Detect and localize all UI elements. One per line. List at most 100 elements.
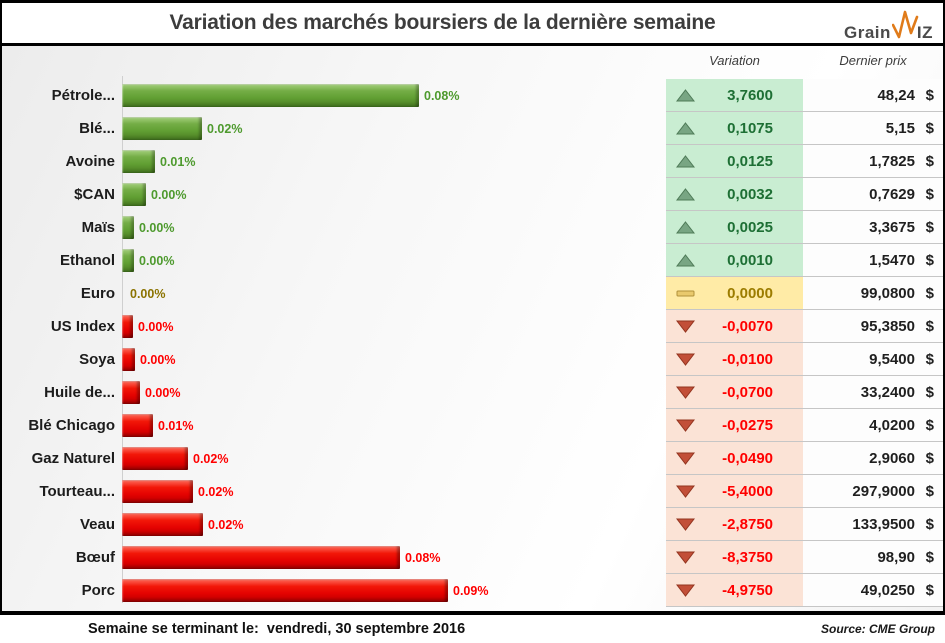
currency-label: $ [925,251,934,269]
price-cell: 297,9000 $ [803,475,943,508]
variation-cell: 0,1075 [666,112,803,145]
bar-cell: 0.08% [122,541,666,574]
bar-value-label: 0.09% [453,583,489,598]
footer: Semaine se terminant le: vendredi, 30 se… [0,615,945,643]
up-arrow-icon [676,253,695,266]
variation-value: 0,0025 [727,218,773,236]
table-row: Euro 0.00% 0,0000 99,0800 $ [2,277,943,310]
bar-value-label: 0.01% [160,154,196,169]
bar-up [122,183,146,206]
bar-cell: 0.00% [122,376,666,409]
category-label: Blé... [79,120,115,137]
category-label: Soya [79,351,115,368]
down-arrow-icon [676,353,695,366]
trend-icon-wrap [676,452,695,465]
bar-value-label: 0.08% [424,88,460,103]
down-arrow-icon [676,320,695,333]
source-label: Source: CME Group [820,622,935,636]
bar-value-label: 0.02% [208,517,244,532]
price-cell: 99,0800 $ [803,277,943,310]
variation-value: 0,1075 [727,119,773,137]
table-row: Blé... 0.02% 0,1075 5,15 $ [2,112,943,145]
bar-value-label: 0.00% [130,286,166,301]
trend-icon-wrap [676,154,695,168]
category-label: US Index [50,318,115,335]
variation-value: -0,0700 [722,383,773,401]
table-row: Porc 0.09% -4,9750 49,0250 $ [2,574,943,607]
trend-icon-wrap [676,320,695,333]
price-cell: 5,15 $ [803,112,943,145]
price-value: 49,0250 [860,581,915,599]
price-value: 5,15 [885,119,915,137]
down-arrow-icon [676,584,695,597]
variation-value: -0,0490 [722,449,773,467]
variation-cell: -0,0700 [666,376,803,409]
table-column-headers: Variation Dernier prix [2,46,943,79]
category-label: Pétrole... [51,87,115,104]
bar-cell: 0.01% [122,145,666,178]
table-row: Blé Chicago 0.01% -0,0275 4,0200 $ [2,409,943,442]
logo-zigzag-icon [891,10,919,39]
bar-down [122,315,133,338]
down-arrow-icon [676,419,695,432]
bar-value-label: 0.02% [198,484,234,499]
trend-icon-wrap [676,386,695,399]
category-label: Veau [79,516,115,533]
header: Variation des marchés boursiers de la de… [2,3,943,46]
table-row: Veau 0.02% -2,8750 133,9500 $ [2,508,943,541]
bar-cell: 0.02% [122,112,666,145]
price-cell: 4,0200 $ [803,409,943,442]
rows-container: Pétrole... 0.08% 3,7600 48,24 $ Blé... 0.02% 0,… [2,79,943,607]
price-value: 297,9000 [852,482,915,500]
trend-icon-wrap [676,88,695,102]
variation-cell: 0,0125 [666,145,803,178]
bar-value-label: 0.00% [139,253,175,268]
table-row: US Index 0.00% -0,0070 95,3850 $ [2,310,943,343]
chart-and-table-area: Variation Dernier prix Pétrole... 0.08% 3,… [2,46,943,611]
currency-label: $ [925,416,934,434]
bar-up [122,216,134,239]
trend-icon-wrap [676,584,695,597]
chart-frame: Variation des marchés boursiers de la de… [0,0,945,611]
variation-value: -5,4000 [722,482,773,500]
variation-cell: 0,0025 [666,211,803,244]
variation-cell: -0,0100 [666,343,803,376]
bar-down [122,414,153,437]
bar-down [122,546,400,569]
variation-value: 0,0010 [727,251,773,269]
category-label: Huile de... [44,384,115,401]
table-row: Tourteau... 0.02% -5,4000 297,9000 $ [2,475,943,508]
down-arrow-icon [676,452,695,465]
up-arrow-icon [676,121,695,134]
bar-up [122,249,134,272]
variation-cell: -5,4000 [666,475,803,508]
bar-up [122,150,155,173]
bar-down [122,579,448,602]
variation-cell: -2,8750 [666,508,803,541]
trend-icon-wrap [676,253,695,267]
price-cell: 48,24 $ [803,79,943,112]
bar-down [122,513,203,536]
down-arrow-icon [676,386,695,399]
trend-icon-wrap [676,419,695,432]
price-cell: 1,7825 $ [803,145,943,178]
variation-value: -2,8750 [722,515,773,533]
category-label: Avoine [65,153,115,170]
bar-cell: 0.00% [122,178,666,211]
variation-value: 0,0000 [727,284,773,302]
price-value: 99,0800 [860,284,915,302]
column-header-variation: Variation [709,53,760,68]
price-value: 48,24 [877,86,915,104]
currency-label: $ [925,449,934,467]
bar-down [122,348,135,371]
bar-cell: 0.00% [122,343,666,376]
page-title: Variation des marchés boursiers de la de… [169,11,716,34]
trend-icon-wrap [676,121,695,135]
bar-up [122,84,419,107]
bar-down [122,381,140,404]
price-cell: 49,0250 $ [803,574,943,607]
variation-value: 0,0032 [727,185,773,203]
trend-icon-wrap [676,187,695,201]
bar-down [122,447,188,470]
